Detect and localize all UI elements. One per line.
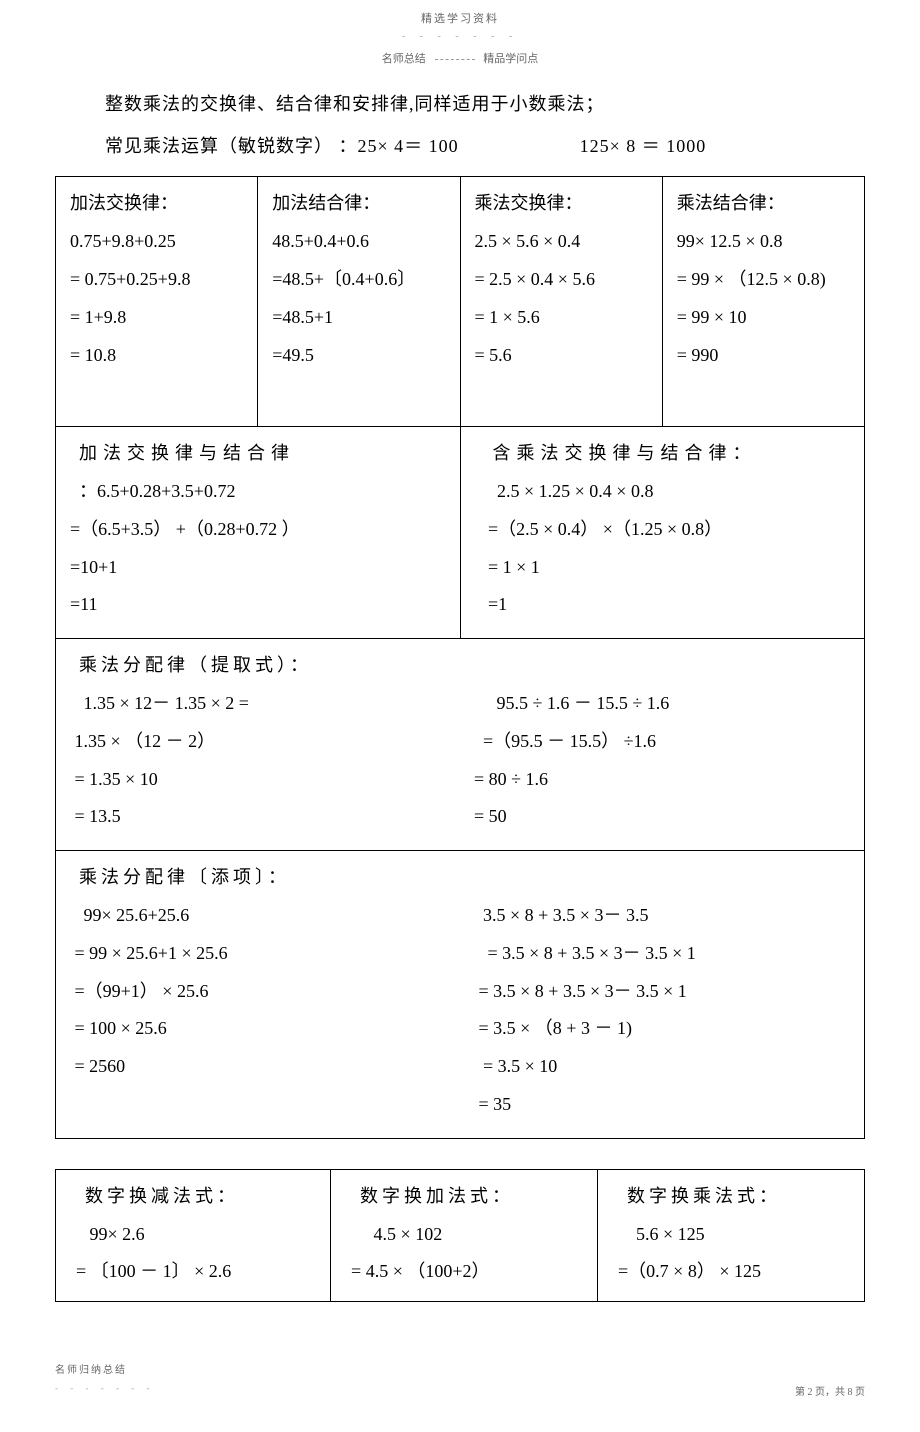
line: 3.5 × 8 + 3.5 × 3－ 3.5 xyxy=(483,905,648,925)
line: =11 xyxy=(70,594,97,614)
line: =（95.5 － 15.5） ÷1.6 xyxy=(483,731,656,751)
cell-mult-form: 数字换乘法式： 5.6 × 125 =（0.7 × 8） × 125 xyxy=(598,1169,865,1301)
subheader-left: 名师总结 xyxy=(382,53,426,65)
line: 5.6 × 125 xyxy=(636,1224,705,1244)
line: 99× 2.6 xyxy=(90,1224,145,1244)
line: = 1+9.8 xyxy=(70,307,126,327)
line: = 2.5 × 0.4 × 5.6 xyxy=(475,269,595,289)
subheader: 名师总结 精品学问点 xyxy=(55,50,865,70)
line: 1.35 × （12 － 2） xyxy=(75,731,216,751)
line: = 99 × 10 xyxy=(677,307,747,327)
line: = 3.5 × 10 xyxy=(483,1056,557,1076)
line: = 10.8 xyxy=(70,345,116,365)
line: = 0.75+0.25+9.8 xyxy=(70,269,190,289)
line: 99× 12.5 × 0.8 xyxy=(677,231,783,251)
line: = 3.5 × 8 + 3.5 × 3－ 3.5 × 1 xyxy=(488,943,696,963)
line: = 2560 xyxy=(75,1056,126,1076)
line: =1 xyxy=(488,594,507,614)
cell-mult-commutative: 乘法交换律： 2.5 × 5.6 × 0.4 = 2.5 × 0.4 × 5.6… xyxy=(460,177,662,427)
cell-mult-associative: 乘法结合律： 99× 12.5 × 0.8 = 99 × （12.5 × 0.8… xyxy=(662,177,864,427)
cell-title: 乘法结合律： xyxy=(677,193,785,213)
line: = 35 xyxy=(479,1094,512,1114)
line: = 5.6 xyxy=(475,345,512,365)
cell-title: 加法结合律： xyxy=(272,193,380,213)
line: = 100 × 25.6 xyxy=(75,1018,167,1038)
line: 99× 25.6+25.6 xyxy=(84,905,190,925)
subheader-right: 精品学问点 xyxy=(483,53,538,65)
cell-distribute-extract-right: 95.5 ÷ 1.6 － 15.5 ÷ 1.6 =（95.5 － 15.5） ÷… xyxy=(460,639,865,851)
line: = 3.5 × （8 + 3 － 1) xyxy=(479,1018,632,1038)
line: = 990 xyxy=(677,345,719,365)
line: 4.5 × 102 xyxy=(374,1224,443,1244)
line: = 80 ÷ 1.6 xyxy=(474,769,548,789)
line: = 13.5 xyxy=(75,806,121,826)
table-row: 乘法分配律〔添项〕： 99× 25.6+25.6 = 99 × 25.6+1 ×… xyxy=(56,851,865,1139)
cell-distribute-add-left: 乘法分配律〔添项〕： 99× 25.6+25.6 = 99 × 25.6+1 ×… xyxy=(56,851,461,1139)
line: =49.5 xyxy=(272,345,314,365)
line: 2.5 × 1.25 × 0.4 × 0.8 xyxy=(497,481,653,501)
table-row: 乘法分配律（提取式）： 1.35 × 12－ 1.35 × 2 = 1.35 ×… xyxy=(56,639,865,851)
line: 95.5 ÷ 1.6 － 15.5 ÷ 1.6 xyxy=(497,693,670,713)
footer-left-text: 名师归纳总结 xyxy=(55,1365,127,1376)
table-row: 加法交换律： 0.75+9.8+0.25 = 0.75+0.25+9.8 = 1… xyxy=(56,177,865,427)
line: 2.5 × 5.6 × 0.4 xyxy=(475,231,581,251)
footer-left: 名师归纳总结 - - - - - - - xyxy=(55,1362,865,1398)
cell-add-commutative: 加法交换律： 0.75+9.8+0.25 = 0.75+0.25+9.8 = 1… xyxy=(56,177,258,427)
line: =（99+1） × 25.6 xyxy=(75,981,209,1001)
line: =（0.7 × 8） × 125 xyxy=(618,1261,761,1281)
cell-add-combined: 加法交换律与结合律 ：6.5+0.28+3.5+0.72 =（6.5+3.5） … xyxy=(56,427,461,639)
line: =48.5+〔0.4+0.6〕 xyxy=(272,269,415,289)
cell-subtract-form: 数字换减法式： 99× 2.6 = 〔100 － 1〕 × 2.6 xyxy=(56,1169,331,1301)
line: = 1 × 5.6 xyxy=(475,307,540,327)
subheader-gap xyxy=(435,59,475,60)
cell-add-associative: 加法结合律： 48.5+0.4+0.6 =48.5+〔0.4+0.6〕 =48.… xyxy=(258,177,460,427)
line: 1.35 × 12－ 1.35 × 2 = xyxy=(84,693,249,713)
line: = 〔100 － 1〕 × 2.6 xyxy=(76,1261,231,1281)
line: = 1.35 × 10 xyxy=(75,769,158,789)
cell-mult-combined: 含乘法交换律与结合律： 2.5 × 1.25 × 0.4 × 0.8 =（2.5… xyxy=(460,427,865,639)
cell-title: 加法交换律： xyxy=(70,193,178,213)
line: ：6.5+0.28+3.5+0.72 xyxy=(79,481,235,501)
cell-title: 数字换乘法式： xyxy=(627,1186,781,1206)
line: =10+1 xyxy=(70,557,117,577)
line: = 4.5 × （100+2） xyxy=(351,1261,489,1281)
intro-text: 整数乘法的交换律、结合律和安排律,同样适用于小数乘法； xyxy=(105,88,865,120)
footer-dashes: - - - - - - - xyxy=(55,1383,154,1393)
line: 48.5+0.4+0.6 xyxy=(272,231,369,251)
header-dashes: - - - - - - - xyxy=(55,28,865,46)
line: = 3.5 × 8 + 3.5 × 3－ 3.5 × 1 xyxy=(479,981,687,1001)
line: = 99 × 25.6+1 × 25.6 xyxy=(75,943,228,963)
cell-title: 含乘法交换律与结合律： xyxy=(493,443,757,463)
common-line: 常见乘法运算（敏锐数字） ：25× 4＝ 100 125× 8 ＝ 1000 xyxy=(105,130,865,162)
cell-title: 乘法分配律〔添项〕： xyxy=(79,867,290,887)
cell-add-form: 数字换加法式： 4.5 × 102 = 4.5 × （100+2） xyxy=(331,1169,598,1301)
line: = 1 × 1 xyxy=(488,557,540,577)
line: 0.75+9.8+0.25 xyxy=(70,231,176,251)
table-row: 数字换减法式： 99× 2.6 = 〔100 － 1〕 × 2.6 数字换加法式… xyxy=(56,1169,865,1301)
line: = 99 × （12.5 × 0.8) xyxy=(677,269,826,289)
cell-title: 乘法交换律： xyxy=(475,193,583,213)
table-row: 加法交换律与结合律 ：6.5+0.28+3.5+0.72 =（6.5+3.5） … xyxy=(56,427,865,639)
common-eq1: ：25× 4＝ 100 xyxy=(339,136,459,156)
cell-distribute-extract-left: 乘法分配律（提取式）： 1.35 × 12－ 1.35 × 2 = 1.35 ×… xyxy=(56,639,461,851)
line: = 50 xyxy=(474,806,507,826)
line: =48.5+1 xyxy=(272,307,333,327)
line: =（2.5 × 0.4） ×（1.25 × 0.8） xyxy=(488,519,722,539)
common-eq2: 125× 8 ＝ 1000 xyxy=(580,136,707,156)
cell-title: 数字换减法式： xyxy=(85,1186,239,1206)
cell-title: 乘法分配律（提取式）： xyxy=(79,655,312,675)
cell-title: 加法交换律与结合律 xyxy=(79,443,295,463)
bottom-table: 数字换减法式： 99× 2.6 = 〔100 － 1〕 × 2.6 数字换加法式… xyxy=(55,1169,865,1302)
line: =（6.5+3.5） +（0.28+0.72 ） xyxy=(70,519,300,539)
main-table: 加法交换律： 0.75+9.8+0.25 = 0.75+0.25+9.8 = 1… xyxy=(55,176,865,1138)
cell-title: 数字换加法式： xyxy=(360,1186,514,1206)
cell-distribute-add-right: 3.5 × 8 + 3.5 × 3－ 3.5 = 3.5 × 8 + 3.5 ×… xyxy=(460,851,865,1139)
common-label: 常见乘法运算（敏锐数字） xyxy=(105,136,333,156)
